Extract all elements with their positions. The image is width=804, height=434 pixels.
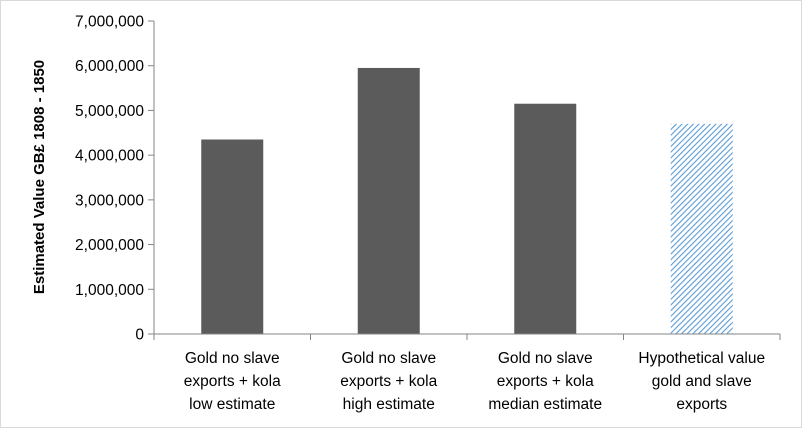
axes	[153, 21, 781, 340]
y-tick-label: 1,000,000	[75, 282, 144, 299]
x-category-label: Hypothetical value gold and slave exports	[638, 350, 765, 413]
bar	[514, 103, 577, 334]
y-tick-label: 3,000,000	[75, 192, 144, 209]
y-axis-ticks: 0 1,000,000 2,000,000 3,000,000 4,000,000 5,0…	[75, 14, 154, 344]
x-category-label: Gold no slave exports + kola low estimate	[184, 350, 281, 413]
x-category-label: Gold no slave exports + kola median estima…	[488, 350, 602, 413]
y-tick-label: 0	[135, 327, 144, 344]
bar	[357, 67, 420, 334]
bar	[201, 139, 264, 334]
y-tick-label: 4,000,000	[75, 148, 144, 165]
y-tick-label: 2,000,000	[75, 237, 144, 254]
y-axis-title: Estimated Value GB£ 1808 - 1850	[31, 60, 48, 294]
x-axis-labels: Gold no slave exports + kola low estimate G…	[184, 350, 765, 413]
y-tick-label: 7,000,000	[75, 14, 144, 31]
x-category-label: Gold no slave exports + kola high estimate	[340, 350, 437, 413]
bars	[201, 67, 733, 334]
y-tick-label: 6,000,000	[75, 58, 144, 75]
y-tick-label: 5,000,000	[75, 103, 144, 120]
bar	[670, 123, 733, 334]
